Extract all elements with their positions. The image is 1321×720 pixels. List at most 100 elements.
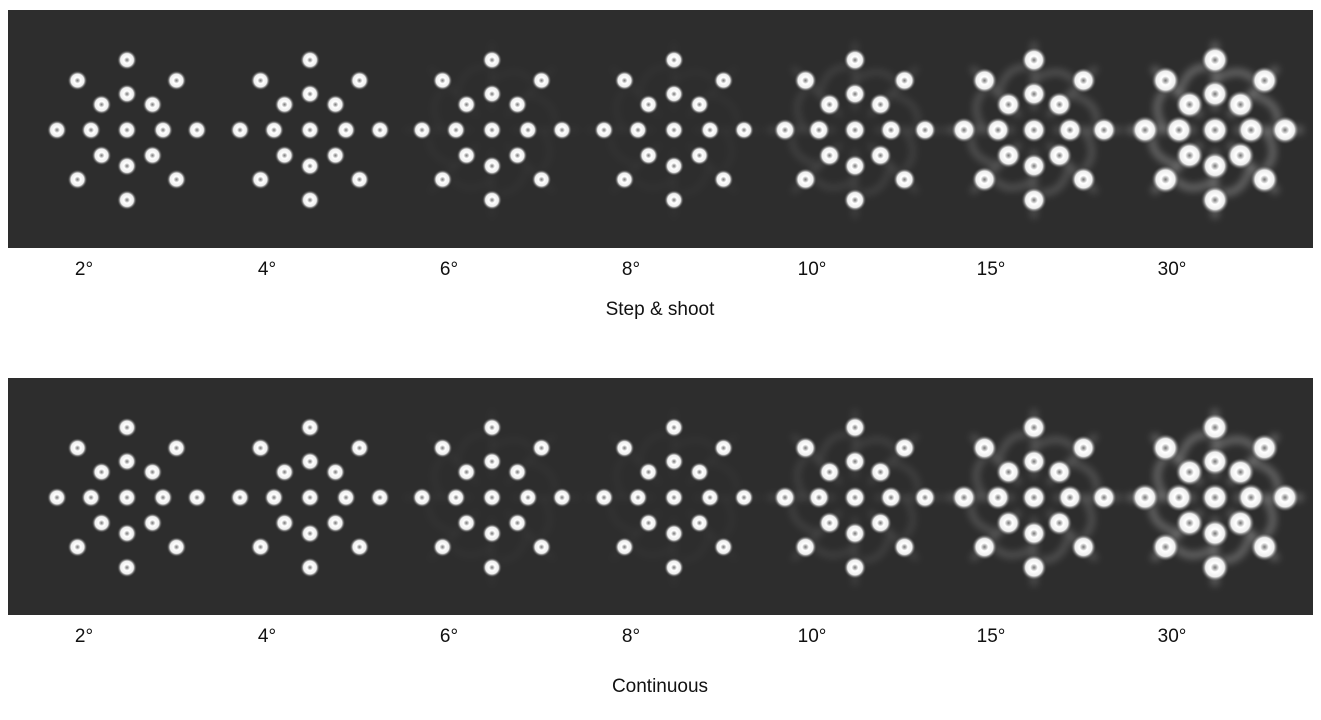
angle-label: 4°	[258, 626, 276, 647]
point-source	[117, 488, 137, 508]
point-source	[713, 71, 733, 91]
point-source	[1250, 434, 1279, 463]
point-source	[457, 513, 477, 533]
point-source	[230, 488, 250, 508]
point-source	[972, 166, 998, 192]
point-source	[1021, 81, 1047, 107]
angle-label: 10°	[798, 626, 827, 647]
point-source	[664, 120, 684, 140]
angle-label: 2°	[75, 626, 93, 647]
point-source	[166, 169, 186, 189]
point-source	[700, 488, 720, 508]
point-source	[689, 513, 709, 533]
point-source	[1131, 116, 1160, 145]
point-source	[433, 71, 453, 91]
point-source	[639, 145, 659, 165]
point-source	[482, 50, 502, 70]
point-source	[689, 462, 709, 482]
point-source	[996, 510, 1022, 536]
point-source	[251, 169, 271, 189]
point-source	[264, 488, 284, 508]
point-source	[349, 438, 369, 458]
point-source	[664, 156, 684, 176]
point-source	[1226, 508, 1255, 537]
angle-label: 6°	[440, 259, 458, 280]
point-source	[482, 156, 502, 176]
point-source	[893, 535, 916, 558]
point-source	[349, 537, 369, 557]
point-source	[325, 513, 345, 533]
point-source	[1046, 510, 1072, 536]
point-source	[92, 462, 112, 482]
point-source	[774, 486, 797, 509]
point-source	[808, 486, 831, 509]
point-source	[1151, 434, 1180, 463]
point-source	[117, 190, 137, 210]
point-source	[300, 120, 320, 140]
point-source	[370, 120, 390, 140]
point-source	[844, 450, 867, 473]
point-source	[664, 418, 684, 438]
point-source	[1201, 519, 1230, 548]
point-source	[117, 558, 137, 578]
point-source	[166, 71, 186, 91]
point-source	[972, 534, 998, 560]
point-source	[349, 169, 369, 189]
point-source	[507, 95, 527, 115]
point-source	[914, 486, 937, 509]
point-source	[518, 488, 538, 508]
point-source	[1091, 117, 1117, 143]
point-source	[1151, 66, 1180, 95]
point-source	[1091, 485, 1117, 511]
point-source	[1070, 435, 1096, 461]
point-source	[142, 513, 162, 533]
point-source	[639, 513, 659, 533]
point-source	[1271, 483, 1300, 512]
point-source	[893, 168, 916, 191]
point-source	[325, 462, 345, 482]
point-source	[552, 488, 572, 508]
point-source	[615, 169, 635, 189]
point-source	[869, 461, 892, 484]
point-source	[507, 513, 527, 533]
point-source	[142, 95, 162, 115]
point-source	[166, 438, 186, 458]
point-source	[996, 142, 1022, 168]
angle-label: 15°	[977, 259, 1006, 280]
point-source	[153, 488, 173, 508]
point-source	[300, 452, 320, 472]
point-source	[808, 119, 831, 142]
point-source	[700, 120, 720, 140]
point-source	[1226, 458, 1255, 487]
point-source	[628, 120, 648, 140]
point-source	[300, 524, 320, 544]
point-source	[325, 145, 345, 165]
point-source	[639, 95, 659, 115]
point-source	[893, 437, 916, 460]
point-source	[594, 488, 614, 508]
point-source	[552, 120, 572, 140]
point-source	[166, 537, 186, 557]
point-source	[531, 438, 551, 458]
point-source	[818, 511, 841, 534]
point-source	[869, 93, 892, 116]
point-source	[457, 462, 477, 482]
point-source	[1057, 485, 1083, 511]
point-source	[264, 120, 284, 140]
point-source	[457, 95, 477, 115]
point-source	[1021, 555, 1047, 581]
point-source	[433, 537, 453, 557]
point-source	[412, 120, 432, 140]
point-source	[230, 120, 250, 140]
point-source	[1175, 508, 1204, 537]
point-source	[951, 485, 977, 511]
point-source	[1201, 553, 1230, 582]
angle-label: 10°	[798, 259, 827, 280]
point-source	[300, 50, 320, 70]
point-source	[325, 95, 345, 115]
point-source	[794, 69, 817, 92]
point-source	[349, 71, 369, 91]
point-source	[664, 190, 684, 210]
point-source	[713, 169, 733, 189]
point-source	[844, 416, 867, 439]
